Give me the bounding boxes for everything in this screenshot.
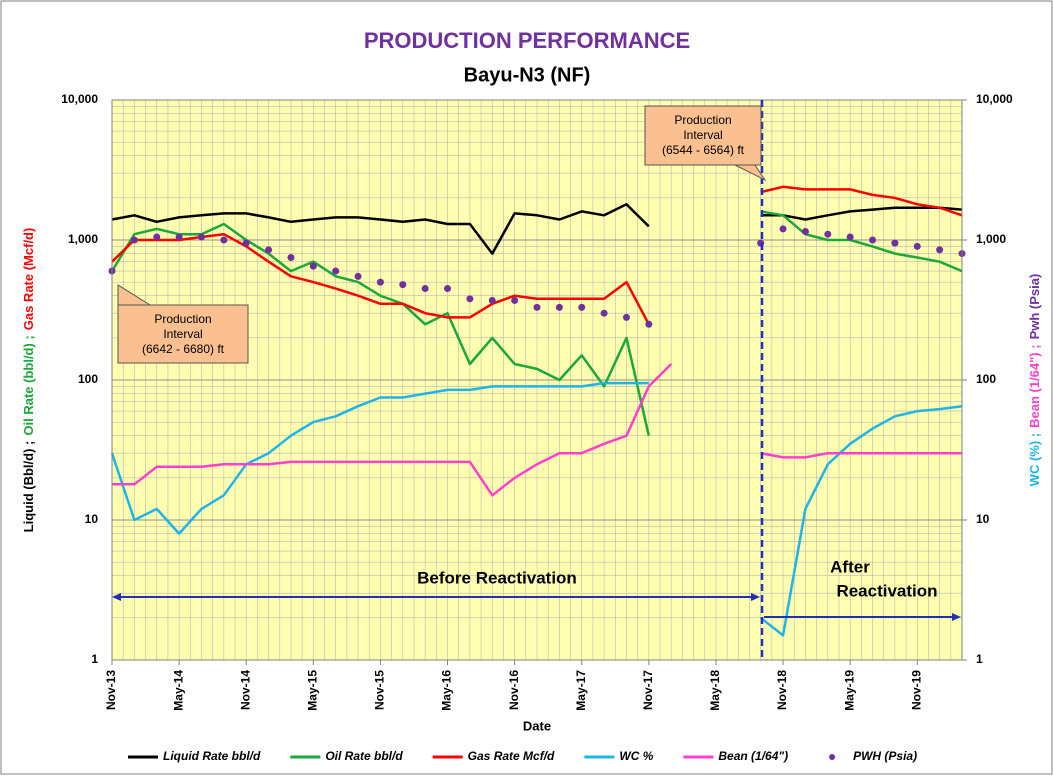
data-point xyxy=(265,246,273,254)
y-tick-label: 1,000 xyxy=(68,232,98,246)
axis-label-part: Bean (1/64") ; xyxy=(1027,344,1042,427)
data-point xyxy=(511,296,519,304)
x-tick-label: Nov-14 xyxy=(238,670,252,710)
data-point xyxy=(309,262,317,270)
callout-box xyxy=(117,304,249,364)
axis-label: WC (%) ; Bean (1/64") ; Pwh (Psia) xyxy=(1027,274,1042,487)
y-tick-label: 100 xyxy=(78,372,98,386)
data-point xyxy=(444,285,452,293)
y2-tick-label: 10 xyxy=(976,512,990,526)
annotation: (6642 - 6680) ft xyxy=(142,342,225,356)
x-tick-label: May-16 xyxy=(440,670,454,711)
data-point xyxy=(600,309,608,317)
data-point xyxy=(376,278,384,286)
x-tick-label: May-15 xyxy=(305,670,319,711)
axis-label-part: Oil Rate (bbl/d) ; xyxy=(21,335,36,435)
data-point xyxy=(287,253,295,261)
data-point xyxy=(488,296,496,304)
y-tick-label: 10 xyxy=(85,512,99,526)
legend: Liquid Rate bbl/d Oil Rate bbl/d Gas Rate … xyxy=(128,749,917,763)
data-point xyxy=(801,228,809,236)
series-line xyxy=(111,203,963,255)
data-point xyxy=(354,272,362,280)
data-point xyxy=(578,303,586,311)
annotation: (6544 - 6564) ft xyxy=(662,143,745,157)
x-tick-label: May-19 xyxy=(842,670,856,711)
axis-label-part: Pwh (Psia) xyxy=(1027,274,1042,340)
data-point xyxy=(936,246,944,254)
axis-label-part: WC (%) ; xyxy=(1027,433,1042,486)
after-arrowhead xyxy=(952,613,961,621)
series-line xyxy=(112,363,962,497)
data-point xyxy=(153,233,161,241)
data-point xyxy=(622,313,630,321)
data-point xyxy=(421,285,429,293)
chart-title: PRODUCTION PERFORMANCE xyxy=(364,28,690,53)
annotation: Production xyxy=(154,312,211,326)
data-point xyxy=(891,239,899,247)
axis-label: Liquid (Bbl/d) ; Oil Rate (bbl/d) ; Gas Ra… xyxy=(21,228,36,533)
annotation: After xyxy=(830,557,870,576)
data-point xyxy=(466,295,474,303)
x-axis-label: Date xyxy=(523,718,551,733)
annotation: Production xyxy=(674,113,731,127)
legend-label: Gas Rate Mcf/d xyxy=(468,749,555,763)
data-point xyxy=(824,230,832,238)
y2-tick-label: 10,000 xyxy=(976,92,1013,106)
y2-tick-label: 1,000 xyxy=(976,232,1006,246)
data-point xyxy=(332,267,340,275)
x-tick-label: Nov-18 xyxy=(775,670,789,710)
legend-label: Bean (1/64") xyxy=(718,749,788,763)
y-tick-label: 1 xyxy=(91,652,98,666)
x-tick-label: Nov-16 xyxy=(507,670,521,710)
legend-label: WC % xyxy=(619,749,653,763)
legend-label: PWH (Psia) xyxy=(853,749,917,763)
chart-subtitle: Bayu-N3 (NF) xyxy=(464,64,591,86)
data-point xyxy=(197,233,205,241)
data-point xyxy=(242,239,250,247)
data-point xyxy=(130,236,138,244)
y2-tick-label: 100 xyxy=(976,372,996,386)
data-point xyxy=(913,242,921,250)
annotation: Before Reactivation xyxy=(417,568,577,587)
x-tick-label: Nov-19 xyxy=(909,670,923,710)
axis-label-part: Liquid (Bbl/d) ; xyxy=(21,441,36,533)
data-point xyxy=(645,320,653,328)
y2-tick-label: 1 xyxy=(976,652,983,666)
x-tick-label: May-17 xyxy=(574,670,588,711)
data-point xyxy=(399,281,407,289)
x-tick-label: Nov-15 xyxy=(373,670,387,710)
x-tick-label: May-18 xyxy=(708,670,722,711)
data-point xyxy=(846,233,854,241)
series-layer xyxy=(108,185,966,637)
data-point xyxy=(220,236,228,244)
x-tick-label: Nov-13 xyxy=(104,670,118,710)
legend-label: Liquid Rate bbl/d xyxy=(163,749,261,763)
annotation: Interval xyxy=(683,128,722,142)
x-tick-label: May-14 xyxy=(171,670,185,711)
data-point xyxy=(869,236,877,244)
axis-label-part: Gas Rate (Mcf/d) xyxy=(21,228,36,331)
legend-label: Oil Rate bbl/d xyxy=(325,749,403,763)
data-point xyxy=(779,225,787,233)
annotation: Reactivation xyxy=(836,581,937,600)
x-tick-label: Nov-17 xyxy=(641,670,655,710)
annotation: Interval xyxy=(163,327,202,341)
y-tick-label: 10,000 xyxy=(61,92,98,106)
series-line xyxy=(110,381,963,637)
callout-box xyxy=(644,105,762,166)
data-point xyxy=(175,233,183,241)
data-point xyxy=(555,303,563,311)
data-point xyxy=(533,303,541,311)
legend-marker xyxy=(829,754,836,760)
